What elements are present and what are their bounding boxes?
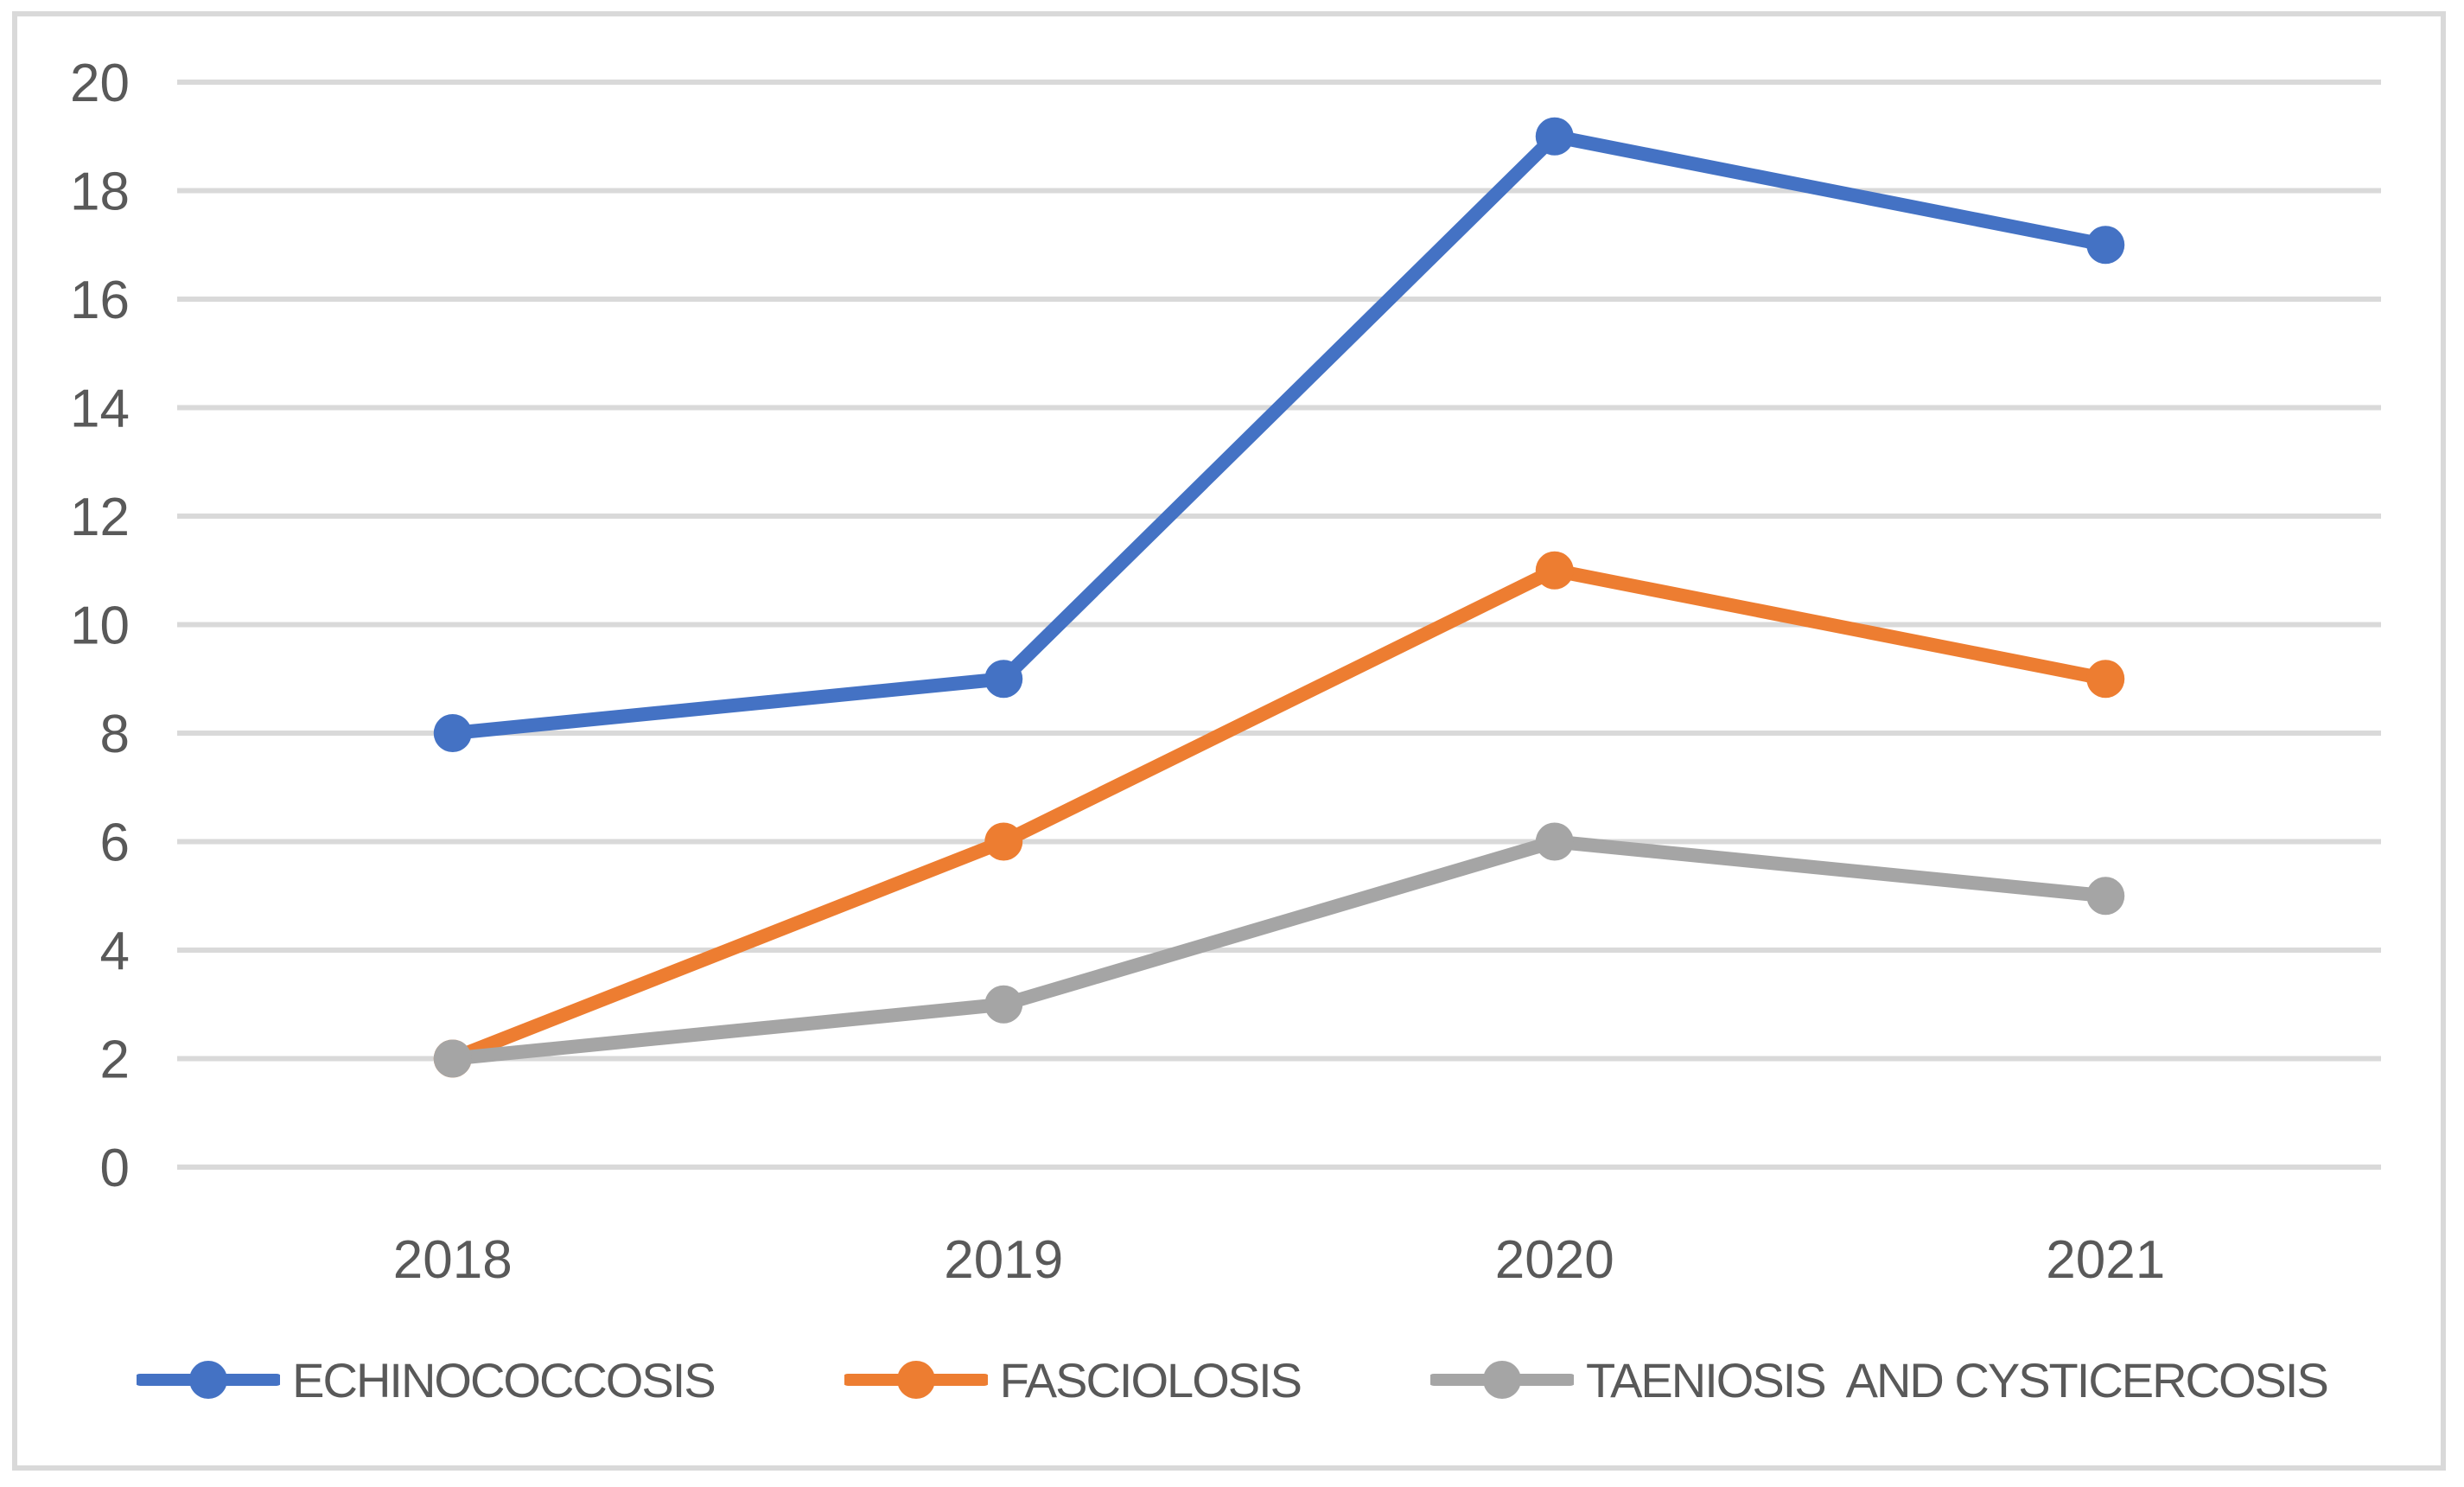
legend-label: ECHINOCOCCOSIS [292, 1352, 716, 1407]
x-tick-label: 2018 [393, 1230, 513, 1290]
series-line [445, 563, 2113, 1066]
y-tick-label: 10 [70, 597, 130, 656]
legend-line-marker-icon [1430, 1361, 1575, 1399]
data-point-marker [984, 660, 1023, 699]
y-tick-label: 6 [100, 814, 130, 873]
data-point-marker [1535, 822, 1574, 861]
data-point-marker [1535, 117, 1574, 156]
series-line [445, 129, 2113, 740]
y-tick-label: 12 [70, 488, 130, 547]
series-line [445, 834, 2113, 1066]
y-tick-label: 20 [70, 54, 130, 113]
legend-label: TAENIOSIS AND CYSTICERCOSIS [1586, 1352, 2329, 1407]
data-point-marker [433, 1039, 472, 1078]
x-tick-label: 2020 [1495, 1230, 1614, 1290]
data-point-marker [2086, 660, 2125, 699]
data-point-marker [2086, 226, 2125, 265]
data-point-marker [433, 714, 472, 752]
chart-legend: ECHINOCOCCOSIS FASCIOLOSIS TAENIOSIS AND… [0, 1338, 2464, 1421]
legend-item: TAENIOSIS AND CYSTICERCOSIS [1430, 1352, 2329, 1408]
x-tick-label: 2021 [2046, 1230, 2165, 1290]
y-tick-label: 18 [70, 163, 130, 222]
y-tick-label: 16 [70, 271, 130, 330]
legend-line-marker-icon [844, 1361, 988, 1399]
x-tick-label: 2019 [944, 1230, 1063, 1290]
y-tick-label: 0 [100, 1139, 130, 1198]
data-point-marker [2086, 877, 2125, 916]
data-point-marker [984, 985, 1023, 1024]
data-point-marker [984, 822, 1023, 861]
y-tick-label: 2 [100, 1031, 130, 1090]
legend-label: FASCIOLOSIS [999, 1352, 1302, 1407]
y-tick-label: 8 [100, 705, 130, 764]
y-tick-label: 4 [100, 922, 130, 981]
legend-line-marker-icon [137, 1361, 281, 1399]
legend-item: ECHINOCOCCOSIS [137, 1352, 716, 1408]
chart-frame [12, 11, 2446, 1471]
y-tick-label: 14 [70, 380, 130, 439]
data-point-marker [1535, 551, 1574, 590]
legend-item: FASCIOLOSIS [844, 1352, 1302, 1408]
